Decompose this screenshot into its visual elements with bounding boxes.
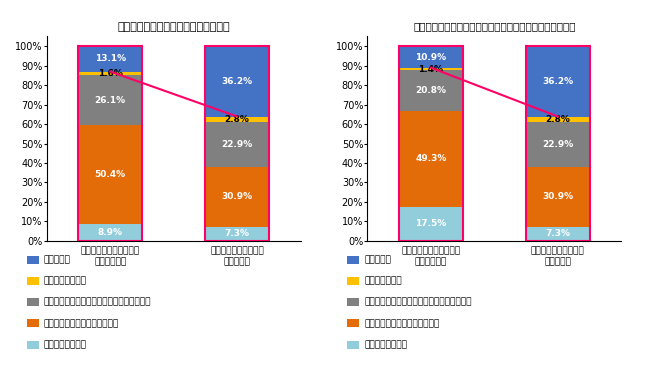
Title: 従来の治療法が存在せず、再生医療のみが選択できる場合: 従来の治療法が存在せず、再生医療のみが選択できる場合 (413, 22, 576, 31)
Text: 積極的に選択する: 積極的に選択する (364, 340, 407, 349)
Text: 13.1%: 13.1% (95, 54, 126, 63)
Bar (399, 70, 462, 111)
Text: 22.9%: 22.9% (542, 140, 573, 149)
Text: 30.9%: 30.9% (222, 192, 253, 201)
Bar (399, 46, 462, 68)
Text: 7.3%: 7.3% (545, 229, 570, 238)
Text: 10.9%: 10.9% (415, 53, 446, 62)
Bar (79, 72, 142, 75)
Bar (526, 46, 590, 241)
Text: 30.9%: 30.9% (542, 192, 573, 201)
Bar (206, 227, 269, 241)
Text: 1.4%: 1.4% (418, 65, 444, 73)
Bar (399, 46, 462, 241)
Bar (79, 126, 142, 224)
Text: 8.9%: 8.9% (98, 228, 123, 237)
Bar (526, 166, 590, 227)
Bar (206, 46, 269, 116)
Bar (526, 46, 590, 116)
Bar (206, 166, 269, 227)
Text: 7.3%: 7.3% (224, 229, 250, 238)
Text: 各種情報を自分で確かめて納得すれば受ける: 各種情報を自分で確かめて納得すれば受ける (43, 298, 151, 307)
Bar (526, 122, 590, 166)
Text: 49.3%: 49.3% (415, 154, 446, 164)
Text: 20.8%: 20.8% (415, 86, 446, 95)
Bar (79, 46, 142, 241)
Text: 従来治療法を選択: 従来治療法を選択 (43, 277, 86, 285)
Text: 医師の説明に納得すれば受ける: 医師の説明に納得すれば受ける (43, 319, 119, 328)
Text: わからない: わからない (43, 255, 70, 264)
Text: 17.5%: 17.5% (415, 219, 446, 228)
Text: 22.9%: 22.9% (222, 140, 253, 149)
Bar (399, 68, 462, 70)
Bar (206, 46, 269, 241)
Text: 50.4%: 50.4% (95, 170, 126, 179)
Text: 積極的に選択する: 積極的に選択する (43, 340, 86, 349)
Bar (399, 207, 462, 241)
Bar (526, 116, 590, 122)
Bar (206, 116, 269, 122)
Text: 治療を受けない: 治療を受けない (364, 277, 401, 285)
Text: 医師の説明に納得すれば受ける: 医師の説明に納得すれば受ける (364, 319, 440, 328)
Bar (206, 122, 269, 166)
Bar (79, 46, 142, 72)
Text: わからない: わからない (364, 255, 391, 264)
Text: 36.2%: 36.2% (542, 77, 573, 86)
Text: 26.1%: 26.1% (95, 96, 126, 104)
Bar (79, 224, 142, 241)
Text: 2.8%: 2.8% (545, 115, 570, 124)
Text: 1.6%: 1.6% (98, 69, 123, 78)
Text: 2.8%: 2.8% (224, 115, 250, 124)
Text: 各種情報を自分で確かめて納得すれば受ける: 各種情報を自分で確かめて納得すれば受ける (364, 298, 472, 307)
Text: 36.2%: 36.2% (222, 77, 253, 86)
Bar (399, 111, 462, 207)
Bar (79, 75, 142, 126)
Title: 従来の治療法と再生医療が選べる場合: 従来の治療法と再生医療が選べる場合 (118, 22, 230, 31)
Bar (526, 227, 590, 241)
